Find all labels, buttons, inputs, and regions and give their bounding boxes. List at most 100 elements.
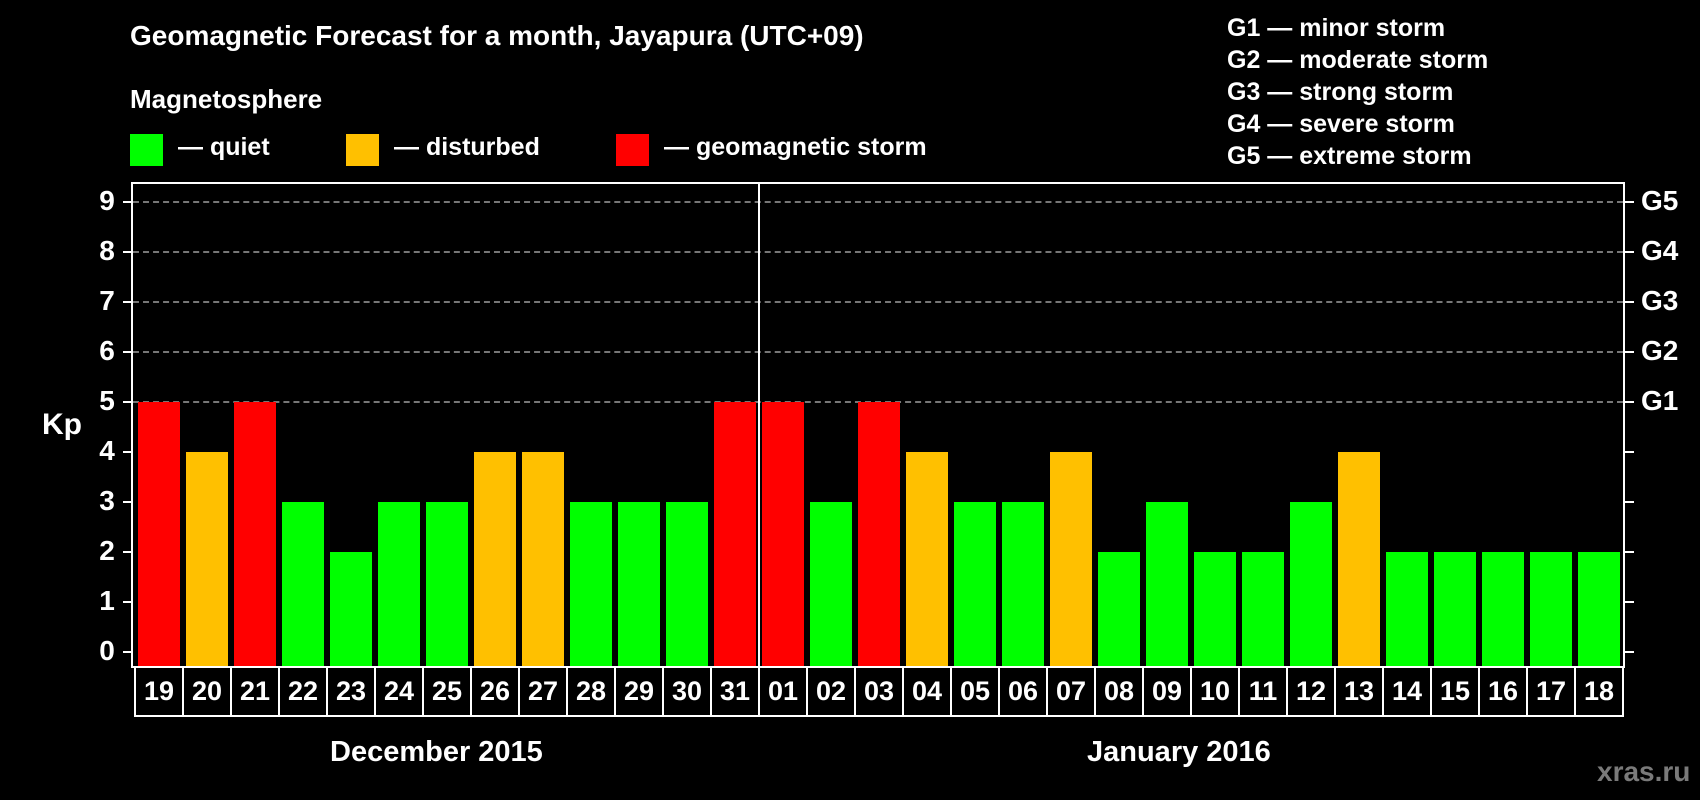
bar-09 [1146,502,1188,666]
bar-10 [1194,552,1236,666]
y-tick [123,251,132,253]
g-scale-list: G1 — minor storm G2 — moderate storm G3 … [1227,12,1488,172]
date-cell: 08 [1096,668,1144,715]
bar-31 [714,402,756,666]
bar-27 [522,452,564,666]
bar-08 [1098,552,1140,666]
bar-13 [1338,452,1380,666]
bar-17 [1530,552,1572,666]
date-cell: 15 [1432,668,1480,715]
y-tick [123,601,132,603]
date-cell: 06 [1000,668,1048,715]
date-cell: 14 [1384,668,1432,715]
gridline [133,351,1623,353]
legend-label-quiet: — quiet [178,133,270,161]
plot-area [131,182,1625,668]
legend-swatch-quiet [130,134,163,166]
right-y-tick [1625,301,1634,303]
bar-05 [954,502,996,666]
right-y-tick [1625,251,1634,253]
date-cell: 01 [760,668,808,715]
y-tick [123,201,132,203]
bar-26 [474,452,516,666]
bar-23 [330,552,372,666]
bar-01 [762,402,804,666]
g-scale-item: G3 — strong storm [1227,78,1454,106]
g-scale-item: G2 — moderate storm [1227,46,1489,74]
legend-swatch-storm [616,134,649,166]
date-cell: 25 [424,668,472,715]
bar-11 [1242,552,1284,666]
bar-12 [1290,502,1332,666]
gridline [133,201,1623,203]
date-cell: 13 [1336,668,1384,715]
bar-29 [618,502,660,666]
date-cell: 26 [472,668,520,715]
bar-04 [906,452,948,666]
y-axis-label: Kp [42,408,82,441]
date-cell: 23 [328,668,376,715]
month-label-december: December 2015 [330,736,543,768]
g-level-label: G1 [1641,385,1679,416]
date-cell: 24 [376,668,424,715]
y-tick [123,401,132,403]
month-label-january: January 2016 [1087,736,1271,768]
right-y-tick [1625,601,1634,603]
legend-heading: Magnetosphere [130,84,323,114]
date-cell: 31 [712,668,760,715]
y-tick [123,351,132,353]
y-tick-label: 0 [99,635,115,666]
y-tick [123,501,132,503]
y-tick-label: 8 [99,235,115,266]
date-cell: 03 [856,668,904,715]
y-tick [123,551,132,553]
bar-24 [378,502,420,666]
gridline [133,301,1623,303]
date-cell: 20 [184,668,232,715]
y-tick-label: 6 [99,335,115,366]
g-scale-item: G1 — minor storm [1227,14,1446,42]
y-tick-label: 5 [99,385,115,416]
right-y-tick [1625,351,1634,353]
bar-20 [186,452,228,666]
bar-06 [1002,502,1044,666]
chart-title: Geomagnetic Forecast for a month, Jayapu… [130,20,864,51]
date-cell: 29 [616,668,664,715]
date-cell: 19 [136,668,184,715]
bar-03 [858,402,900,666]
gridline [133,251,1623,253]
date-cell: 27 [520,668,568,715]
month-separator [758,183,760,667]
y-tick [123,301,132,303]
g-scale-item: G5 — extreme storm [1227,142,1472,170]
y-tick-label: 3 [99,485,115,516]
bar-14 [1386,552,1428,666]
date-cell: 02 [808,668,856,715]
legend-swatch-disturbed [346,134,379,166]
y-tick-label: 1 [99,585,115,616]
right-y-tick [1625,551,1634,553]
bar-07 [1050,452,1092,666]
date-cell: 22 [280,668,328,715]
bar-25 [426,502,468,666]
legend-label-disturbed: — disturbed [394,133,540,161]
date-cell: 09 [1144,668,1192,715]
legend-label-storm: — geomagnetic storm [664,133,927,161]
watermark: xras.ru [1597,756,1691,787]
date-cell: 11 [1240,668,1288,715]
y-tick-label: 2 [99,535,115,566]
date-cell: 16 [1480,668,1528,715]
bar-28 [570,502,612,666]
y-tick-label: 7 [99,285,115,316]
bar-02 [810,502,852,666]
date-cell: 30 [664,668,712,715]
right-y-tick [1625,651,1634,653]
g-level-label: G2 [1641,335,1679,366]
g-scale-item: G4 — severe storm [1227,110,1455,138]
y-tick-label: 9 [99,185,115,216]
right-y-tick [1625,501,1634,503]
date-cell: 28 [568,668,616,715]
g-level-label: G4 [1641,235,1679,266]
date-cell: 17 [1528,668,1576,715]
bar-22 [282,502,324,666]
